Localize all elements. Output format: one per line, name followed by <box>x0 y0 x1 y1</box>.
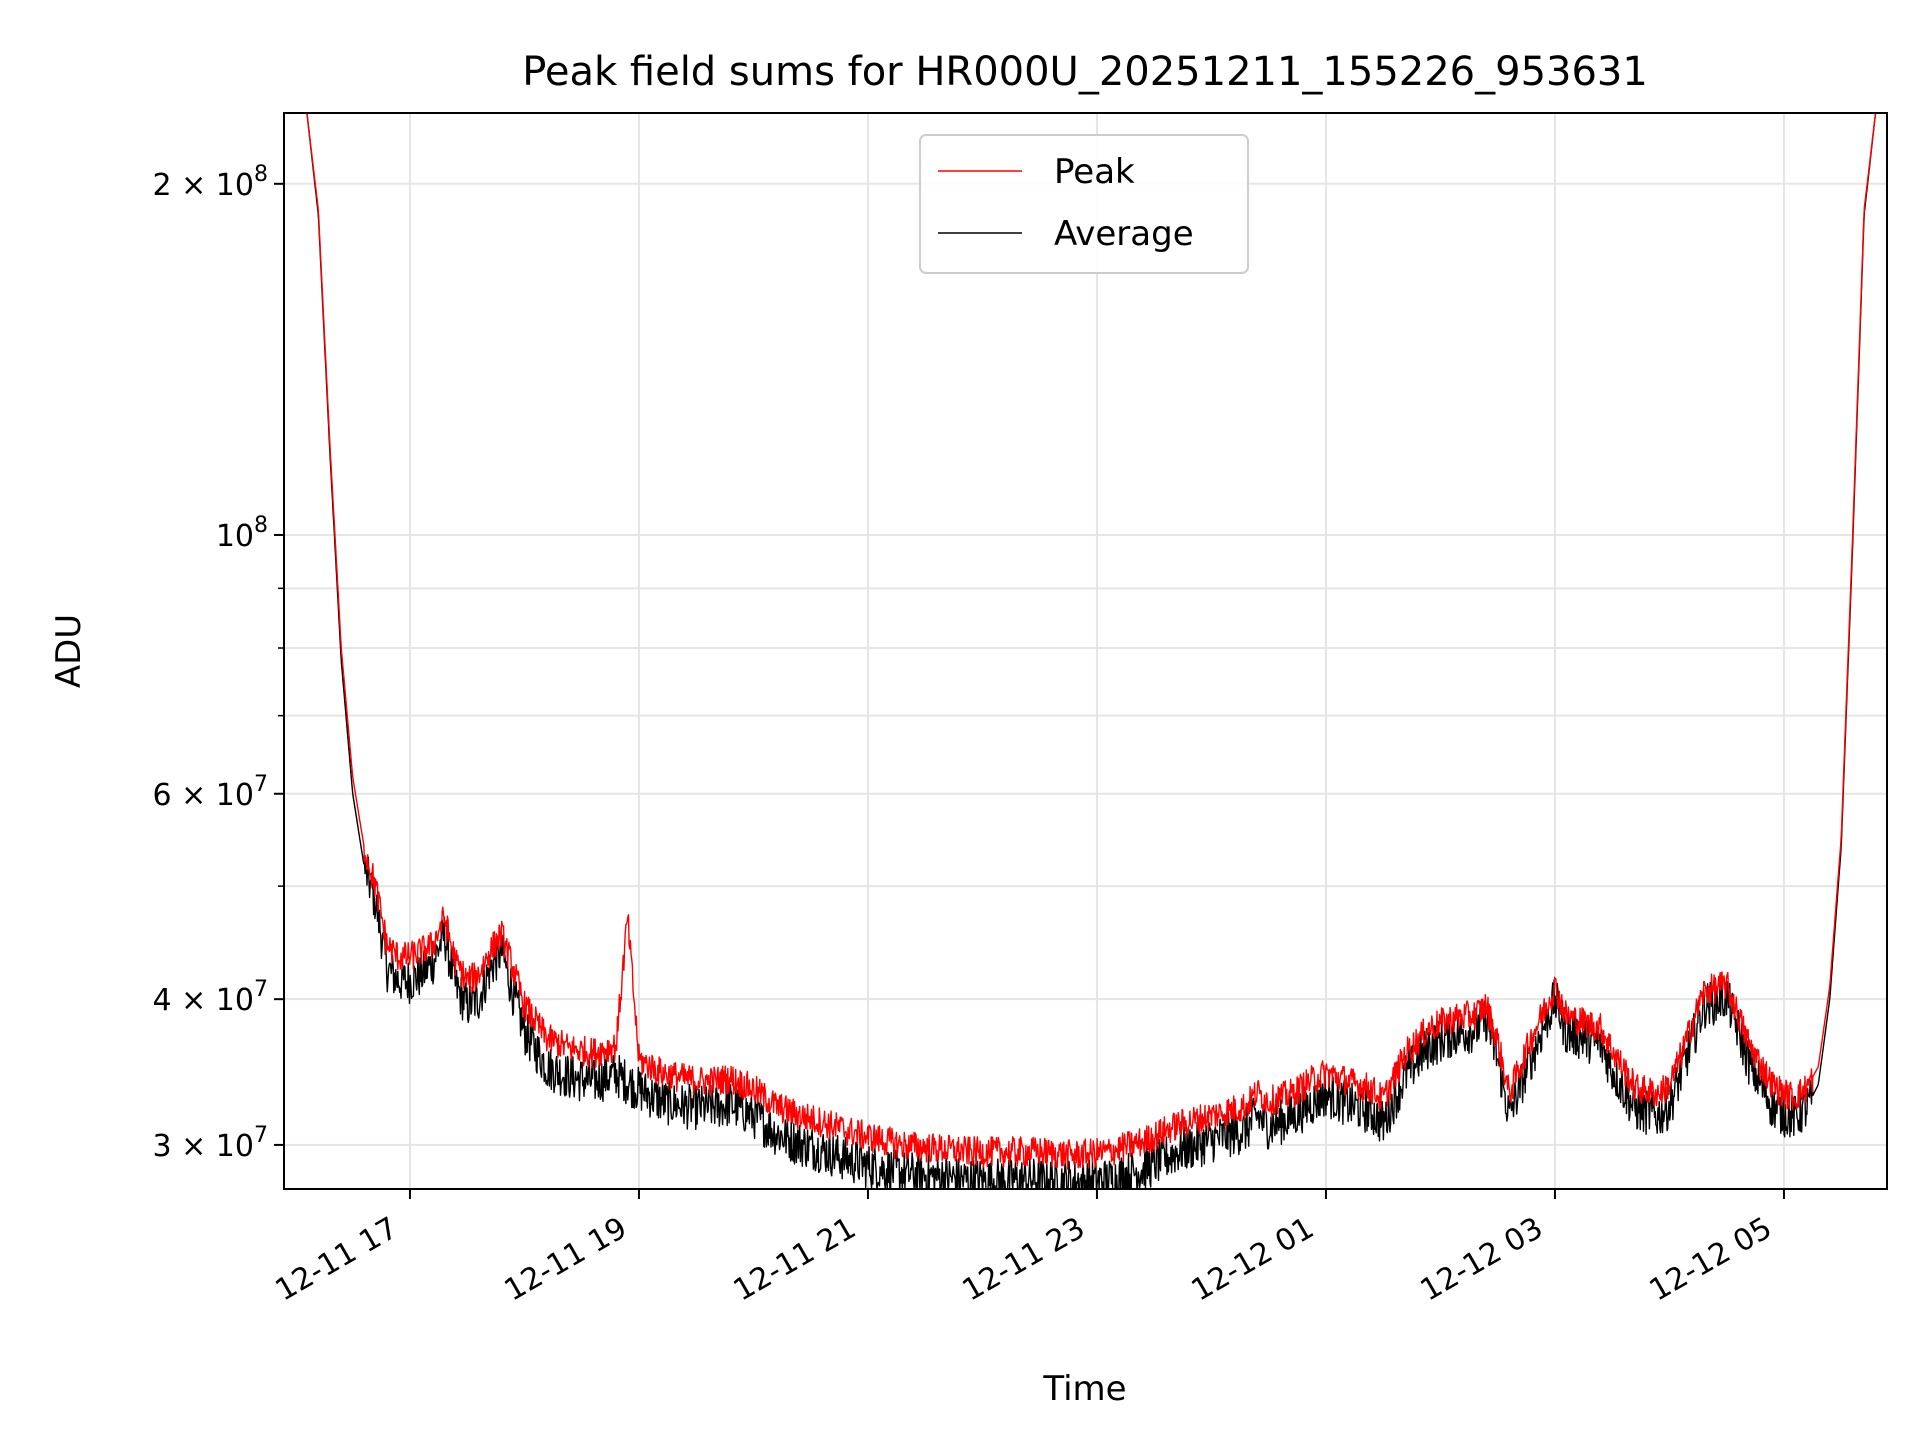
grid <box>284 113 1887 1189</box>
series-line-peak <box>306 113 1877 1170</box>
plot-area <box>306 113 1877 1189</box>
series-line-average <box>306 113 1877 1189</box>
legend-label-peak: Peak <box>1054 152 1135 192</box>
x-axis-label: Time <box>1042 1369 1126 1409</box>
y-tick-label: 3 × 107 <box>153 1123 268 1164</box>
legend: Peak Average <box>919 134 1249 274</box>
y-tick-label: 2 × 108 <box>153 162 268 203</box>
y-tick-label: 4 × 107 <box>153 977 268 1018</box>
y-axis: 3 × 107 4 × 107 6 × 107 108 2 × 108 <box>153 162 284 1164</box>
y-tick-label: 6 × 107 <box>153 772 268 813</box>
y-axis-label: ADU <box>49 614 89 688</box>
legend-box <box>919 134 1249 274</box>
chart-title: Peak field sums for HR000U_20251211_1552… <box>522 49 1648 95</box>
y-tick-label: 108 <box>216 513 268 554</box>
legend-label-average: Average <box>1054 214 1194 254</box>
plot-frame <box>283 112 1888 1190</box>
